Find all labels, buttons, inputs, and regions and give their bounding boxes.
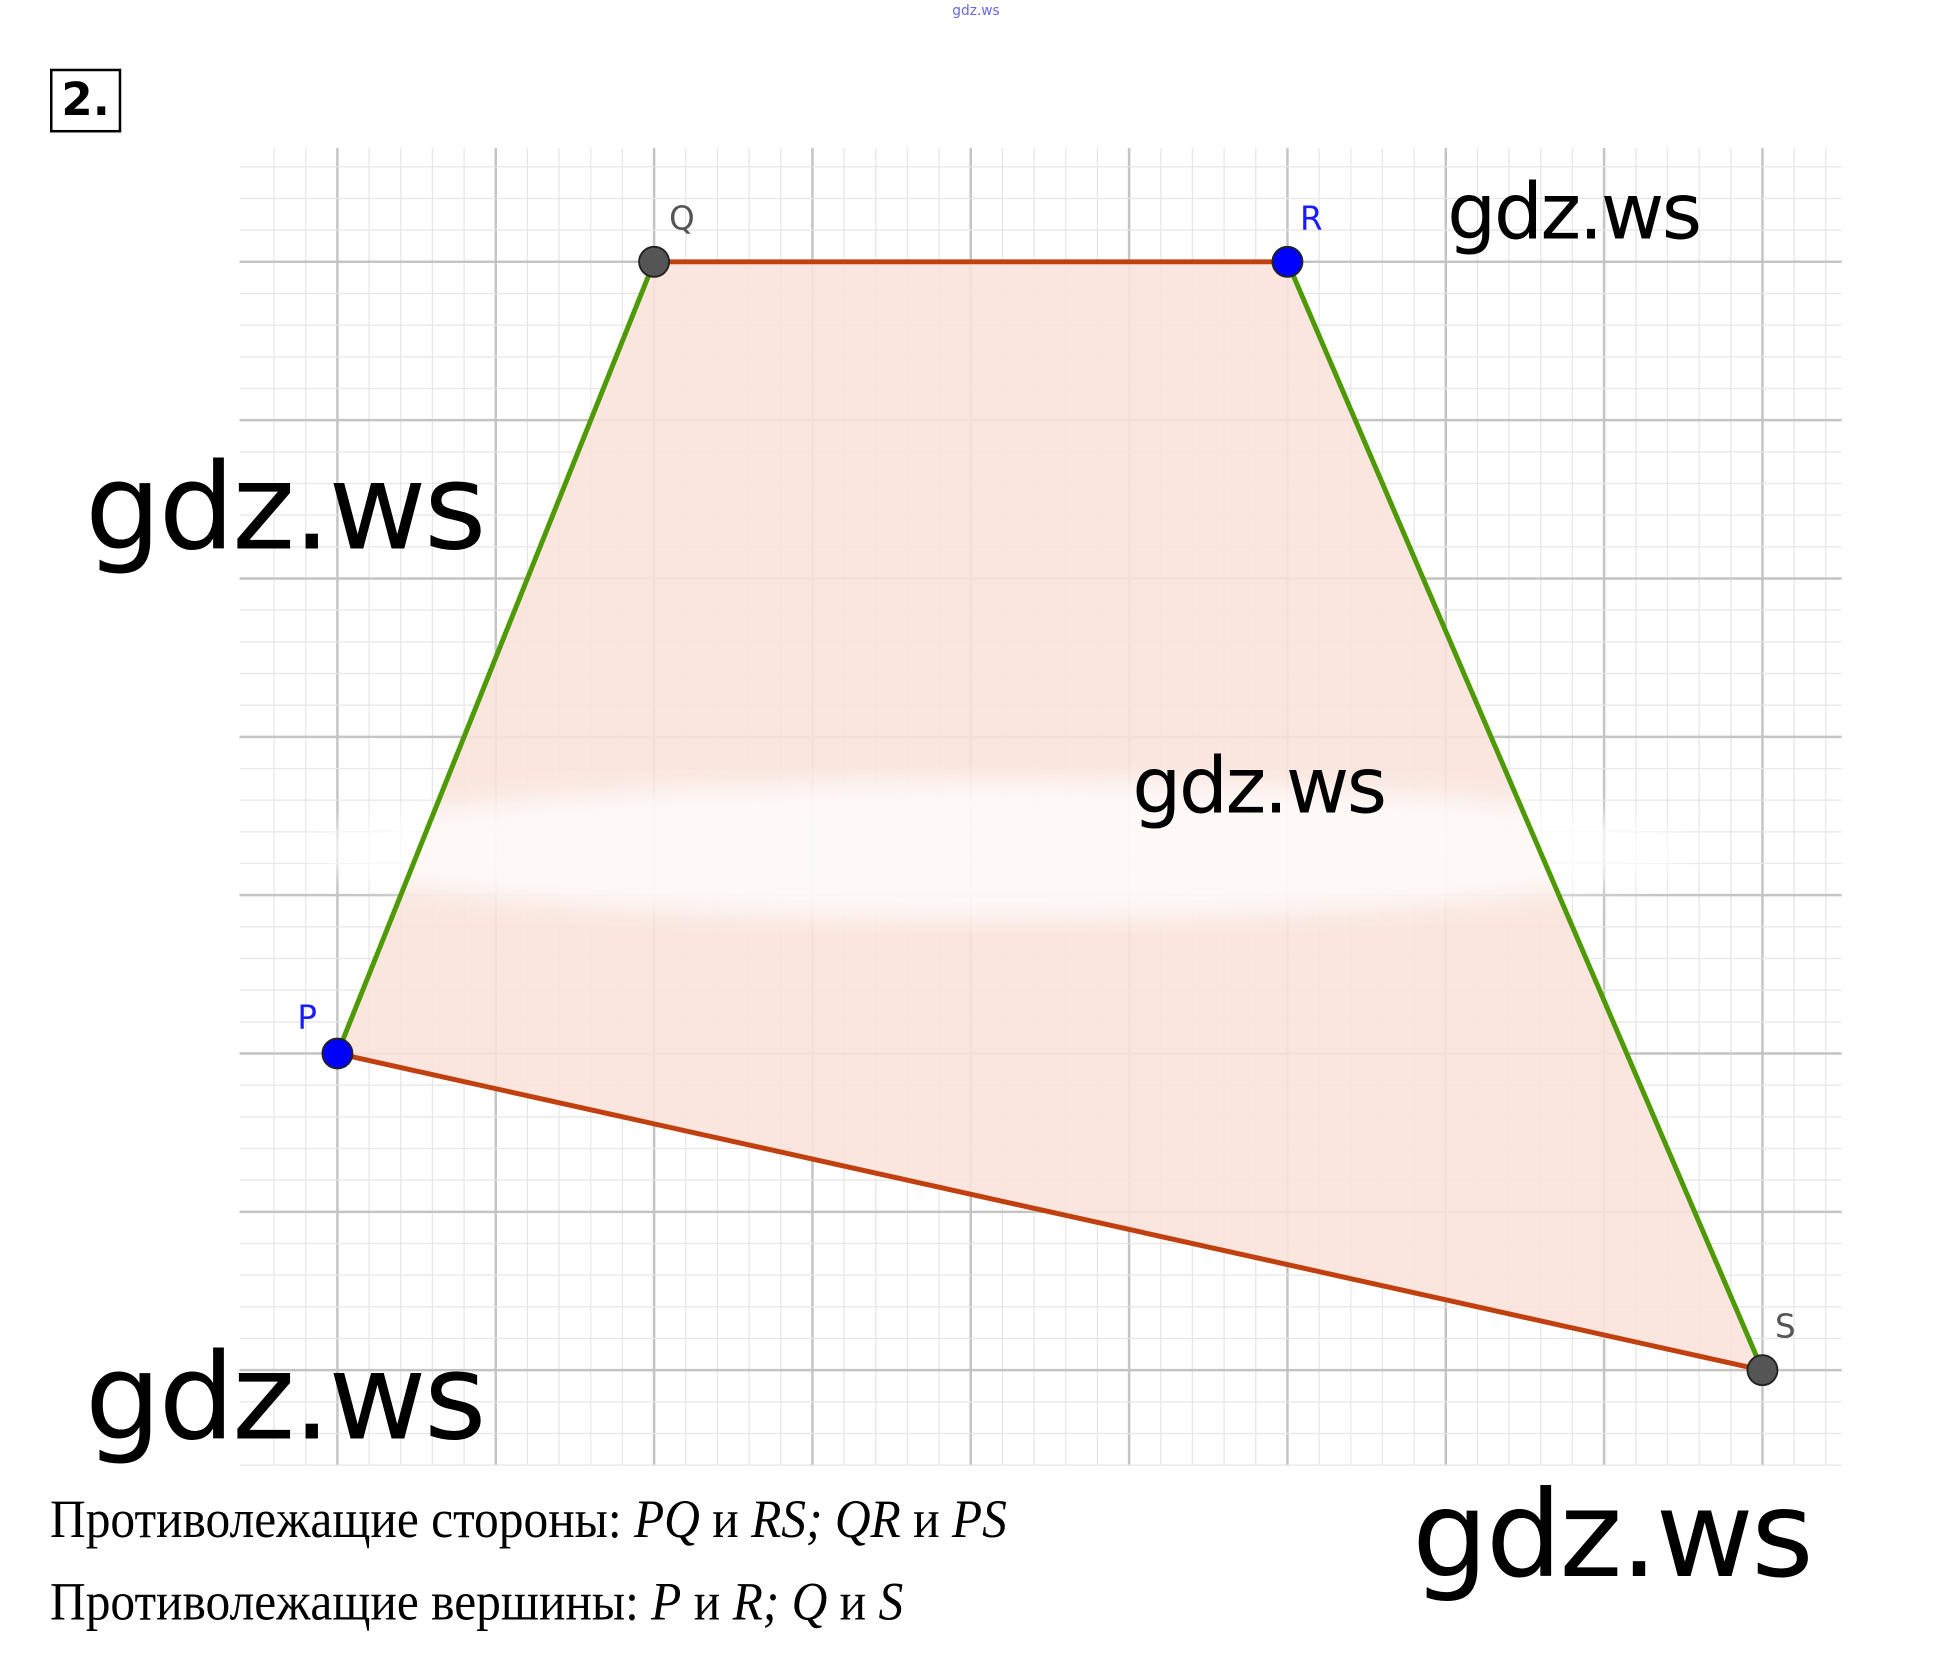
vertex-r: R; [732,1573,780,1633]
task-number: 2. [49,68,122,133]
conj: и [839,1573,867,1633]
point-label-q: Q [669,199,695,237]
side-rs [1285,260,1765,1372]
point-q [638,245,671,278]
point-r [1271,245,1304,278]
opposite-sides-line: Противолежащие стороны: PQ и RS; QR и PS [50,1490,1007,1551]
watermark: gdz.ws [84,1327,487,1468]
conj: и [712,1490,739,1550]
conj: и [693,1573,721,1633]
side-pq [335,260,657,1055]
header-watermark: gdz.ws [952,2,1000,19]
smudge [299,781,1700,919]
sides-label: Противолежащие стороны: [49,1490,622,1550]
side-rs: RS; [751,1490,823,1550]
opposite-vertices-line: Противолежащие вершины: P и R; Q и S [50,1572,903,1633]
watermark: gdz.ws [1132,739,1387,832]
point-label-r: R [1300,199,1323,237]
point-label-s: S [1775,1308,1796,1346]
conj: и [913,1490,940,1550]
vertex-s: S [878,1573,904,1633]
point-s [1746,1354,1779,1387]
side-ps: PS [951,1490,1007,1550]
watermark: gdz.ws [1412,1464,1814,1605]
point-label-p: P [297,999,317,1037]
side-pq: PQ [633,1490,700,1550]
vertex-q: Q [791,1573,828,1633]
side-sp [336,1051,1763,1373]
point-p [321,1037,354,1070]
vertex-p: P [651,1573,682,1633]
watermark: gdz.ws [1447,166,1702,258]
side-qr: QR [834,1490,901,1550]
watermark: gdz.ws [84,437,487,578]
vertices-label: Противолежащие вершины: [49,1573,639,1633]
